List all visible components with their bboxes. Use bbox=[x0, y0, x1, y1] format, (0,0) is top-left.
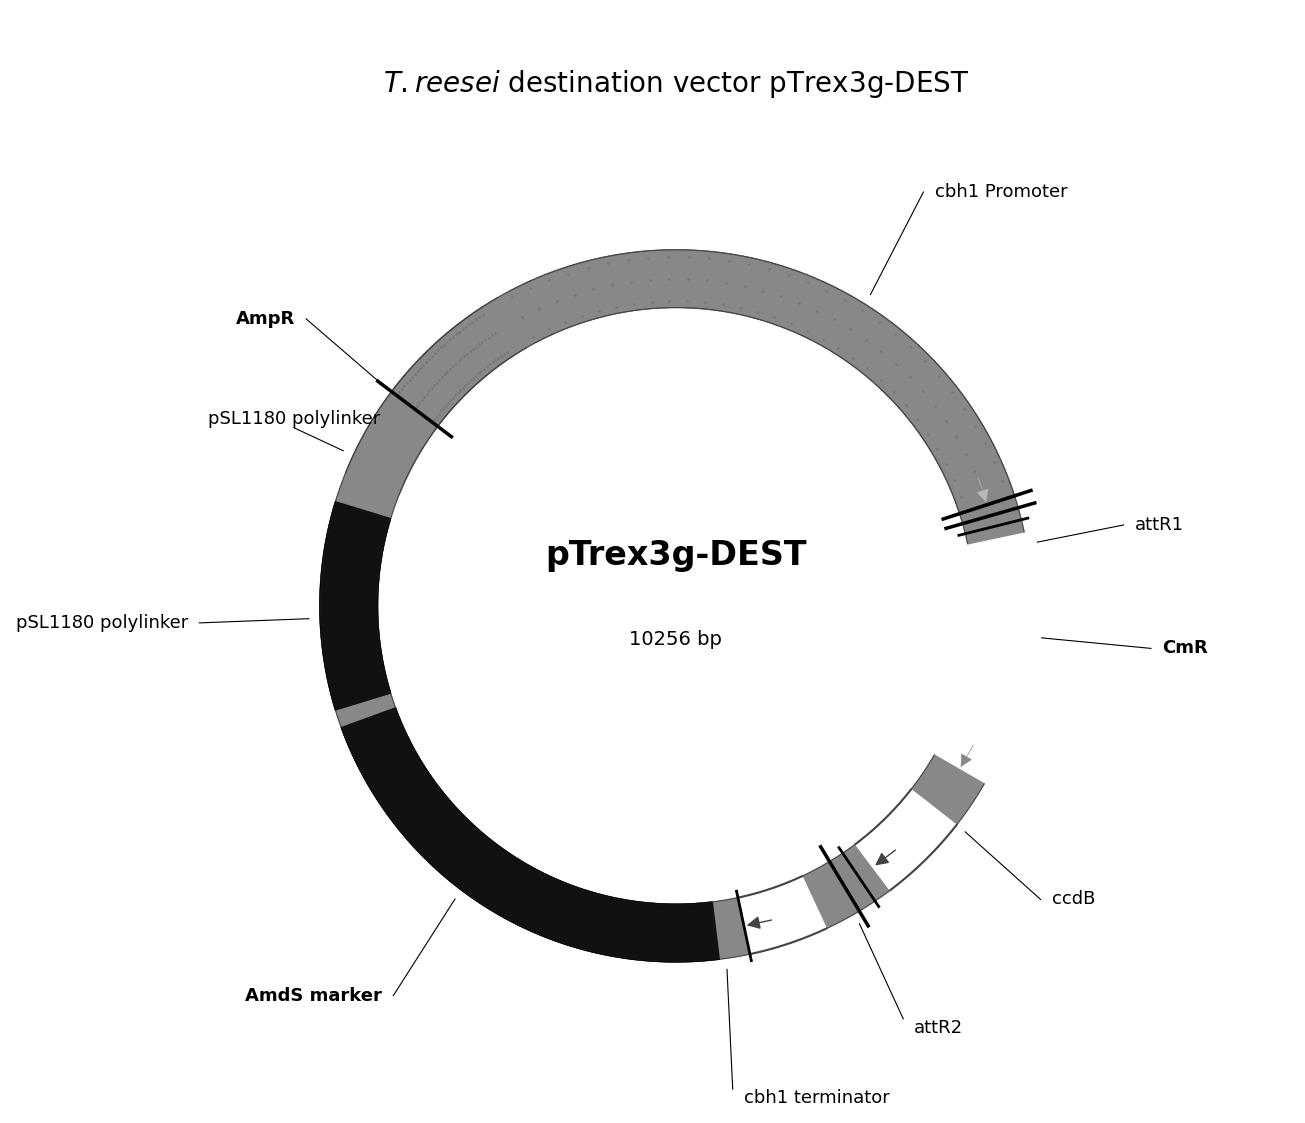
Text: pSL1180 polylinker: pSL1180 polylinker bbox=[207, 410, 380, 428]
Polygon shape bbox=[320, 249, 1024, 962]
Text: pSL1180 polylinker: pSL1180 polylinker bbox=[16, 614, 188, 632]
Text: pTrex3g-DEST: pTrex3g-DEST bbox=[545, 539, 806, 573]
Polygon shape bbox=[346, 298, 527, 494]
Polygon shape bbox=[856, 789, 957, 891]
Text: cbh1 terminator: cbh1 terminator bbox=[744, 1089, 890, 1107]
Text: attR2: attR2 bbox=[915, 1019, 963, 1037]
Text: $\it{T.reesei}$ destination vector pTrex3g-DEST: $\it{T.reesei}$ destination vector pTrex… bbox=[382, 69, 970, 100]
Text: 10256 bp: 10256 bp bbox=[629, 630, 723, 649]
Text: AmdS marker: AmdS marker bbox=[245, 987, 382, 1005]
Polygon shape bbox=[342, 707, 719, 962]
Text: ccdB: ccdB bbox=[1052, 891, 1095, 909]
Text: cbh1 Promoter: cbh1 Promoter bbox=[934, 183, 1067, 201]
Text: AmpR: AmpR bbox=[236, 310, 295, 328]
Polygon shape bbox=[392, 308, 513, 427]
Polygon shape bbox=[737, 876, 826, 955]
Polygon shape bbox=[320, 502, 390, 710]
Polygon shape bbox=[509, 249, 1014, 513]
Text: CmR: CmR bbox=[1161, 639, 1208, 657]
Text: attR1: attR1 bbox=[1134, 515, 1184, 533]
